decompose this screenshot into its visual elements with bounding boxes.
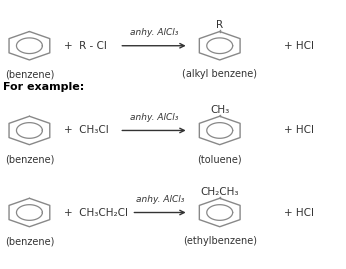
Text: CH₃: CH₃ <box>210 105 229 115</box>
Text: (benzene): (benzene) <box>5 154 54 164</box>
Text: (benzene): (benzene) <box>5 69 54 79</box>
Text: + HCl: + HCl <box>284 125 314 136</box>
Text: (benzene): (benzene) <box>5 236 54 246</box>
Text: +  CH₃CH₂Cl: + CH₃CH₂Cl <box>64 207 128 218</box>
Text: + HCl: + HCl <box>284 207 314 218</box>
Text: anhy. AlCl₃: anhy. AlCl₃ <box>136 195 184 204</box>
Text: For example:: For example: <box>3 82 85 93</box>
Text: (toluene): (toluene) <box>198 154 242 164</box>
Text: anhy. AlCl₃: anhy. AlCl₃ <box>130 113 178 122</box>
Text: (ethylbenzene): (ethylbenzene) <box>183 236 257 246</box>
Text: CH₂CH₃: CH₂CH₃ <box>200 187 239 197</box>
Text: +  R - Cl: + R - Cl <box>64 41 107 51</box>
Text: R: R <box>216 20 223 30</box>
Text: anhy. AlCl₃: anhy. AlCl₃ <box>130 28 178 37</box>
Text: (alkyl benzene): (alkyl benzene) <box>182 69 257 79</box>
Text: +  CH₃Cl: + CH₃Cl <box>64 125 109 136</box>
Text: + HCl: + HCl <box>284 41 314 51</box>
